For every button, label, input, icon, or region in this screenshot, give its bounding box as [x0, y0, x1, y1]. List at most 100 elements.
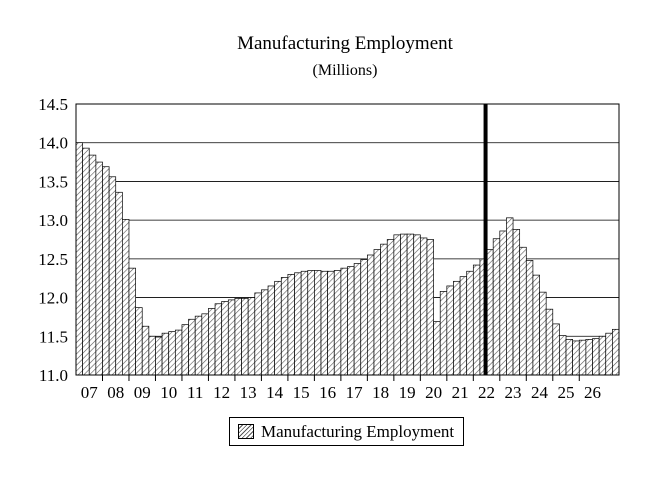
bar	[367, 254, 375, 376]
legend-label: Manufacturing Employment	[261, 421, 455, 441]
bar	[300, 270, 309, 376]
bar	[413, 234, 421, 376]
bar	[499, 230, 507, 376]
bar	[161, 332, 170, 376]
bar	[446, 285, 454, 376]
bar	[247, 297, 256, 376]
legend: Manufacturing Employment	[229, 417, 464, 446]
bar	[155, 336, 163, 376]
x-tick-label: 14	[266, 383, 284, 402]
bar	[492, 238, 501, 376]
bar	[347, 266, 355, 376]
bar	[585, 339, 593, 376]
bar	[314, 270, 322, 376]
bar	[545, 308, 554, 376]
bar	[274, 280, 282, 376]
bar	[426, 239, 434, 376]
x-axis-ticks: 07 08 09 10 11 12 13 14 15 16 17 18 19 20 21 22 23 24 25 26	[81, 375, 601, 402]
bar	[360, 259, 368, 376]
bar	[214, 303, 223, 376]
bar	[82, 147, 90, 376]
bar	[102, 166, 110, 376]
x-tick-label: 10	[160, 383, 177, 402]
bar	[208, 308, 216, 376]
bar	[419, 237, 428, 376]
bar	[122, 219, 130, 376]
x-tick-label: 12	[213, 383, 230, 402]
chart-subtitle: (Millions)	[312, 62, 378, 79]
x-tick-label: 16	[319, 383, 336, 402]
bar	[108, 176, 117, 376]
bar	[519, 246, 527, 376]
y-tick-label: 12.0	[38, 289, 68, 308]
bar	[294, 272, 302, 376]
bar	[227, 299, 236, 376]
bar	[135, 307, 143, 376]
x-tick-label: 07	[81, 383, 99, 402]
bar	[598, 335, 607, 376]
x-tick-label: 08	[107, 383, 124, 402]
bar	[221, 301, 229, 376]
bar	[340, 267, 348, 376]
y-axis-ticks: 11.0 11.5 12.0 12.5 13.0 13.5 14.0 14.5	[38, 95, 68, 385]
bar	[234, 297, 242, 376]
bar	[287, 273, 295, 376]
bar	[307, 270, 315, 376]
bar	[565, 339, 573, 376]
bar	[612, 328, 620, 376]
chart-title: Manufacturing Employment	[237, 33, 453, 54]
bar	[181, 324, 189, 376]
bar	[188, 318, 196, 376]
bar	[148, 335, 156, 376]
bar	[194, 315, 203, 376]
bar	[572, 340, 580, 376]
bar	[88, 154, 97, 376]
axes	[75, 103, 620, 376]
bar	[532, 274, 540, 376]
x-tick-label: 23	[505, 383, 522, 402]
bar	[373, 249, 381, 376]
bar	[559, 335, 567, 376]
bar	[333, 270, 342, 376]
y-tick-label: 13.5	[38, 172, 68, 191]
bar	[393, 234, 401, 376]
bar	[254, 292, 262, 376]
x-tick-label: 19	[399, 383, 416, 402]
x-tick-label: 11	[187, 383, 203, 402]
x-tick-label: 24	[531, 383, 549, 402]
y-tick-label: 11.5	[39, 327, 68, 346]
bar	[267, 285, 276, 376]
bar	[512, 229, 521, 376]
bar	[280, 277, 289, 376]
bar	[168, 331, 176, 376]
legend-swatch	[238, 424, 254, 439]
bar	[95, 161, 103, 376]
bar	[406, 233, 415, 376]
bar	[539, 291, 547, 376]
y-tick-label: 11.0	[39, 366, 68, 385]
x-tick-label: 13	[240, 383, 257, 402]
y-tick-label: 14.0	[38, 134, 68, 153]
bar	[380, 243, 388, 376]
x-tick-label: 25	[558, 383, 575, 402]
bar	[128, 267, 136, 376]
bar	[439, 291, 448, 376]
bar	[433, 321, 441, 376]
bar	[578, 339, 587, 376]
y-tick-label: 14.5	[38, 95, 68, 114]
y-tick-label: 13.0	[38, 211, 68, 230]
bar	[241, 297, 249, 376]
bar	[201, 313, 209, 376]
bar	[459, 276, 468, 376]
bar	[75, 142, 83, 376]
x-tick-label: 09	[134, 383, 151, 402]
x-tick-label: 26	[584, 383, 601, 402]
bar	[141, 325, 150, 376]
bar	[453, 280, 461, 376]
bar	[472, 264, 481, 376]
bar	[261, 289, 269, 376]
x-tick-label: 20	[425, 383, 442, 402]
bar	[605, 332, 613, 376]
x-tick-label: 22	[478, 383, 495, 402]
